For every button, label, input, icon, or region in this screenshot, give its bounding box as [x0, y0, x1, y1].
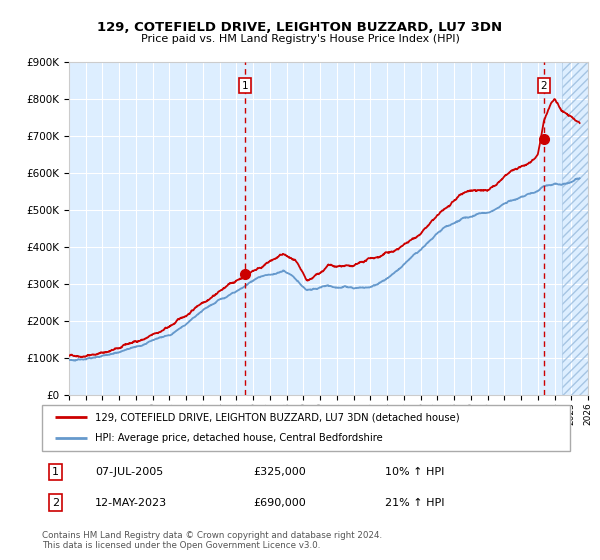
- Text: 07-JUL-2005: 07-JUL-2005: [95, 467, 163, 477]
- Text: 21% ↑ HPI: 21% ↑ HPI: [385, 498, 445, 507]
- Text: HPI: Average price, detached house, Central Bedfordshire: HPI: Average price, detached house, Cent…: [95, 433, 383, 444]
- Text: 2: 2: [541, 81, 547, 91]
- Text: £690,000: £690,000: [253, 498, 306, 507]
- Text: 12-MAY-2023: 12-MAY-2023: [95, 498, 167, 507]
- Text: 129, COTEFIELD DRIVE, LEIGHTON BUZZARD, LU7 3DN (detached house): 129, COTEFIELD DRIVE, LEIGHTON BUZZARD, …: [95, 412, 460, 422]
- Text: 1: 1: [52, 467, 59, 477]
- Text: 10% ↑ HPI: 10% ↑ HPI: [385, 467, 445, 477]
- Text: Contains HM Land Registry data © Crown copyright and database right 2024.
This d: Contains HM Land Registry data © Crown c…: [42, 531, 382, 550]
- FancyBboxPatch shape: [42, 405, 570, 451]
- Text: 1: 1: [242, 81, 248, 91]
- Text: 129, COTEFIELD DRIVE, LEIGHTON BUZZARD, LU7 3DN: 129, COTEFIELD DRIVE, LEIGHTON BUZZARD, …: [97, 21, 503, 34]
- Text: 2: 2: [52, 498, 59, 507]
- Text: £325,000: £325,000: [253, 467, 306, 477]
- Text: Price paid vs. HM Land Registry's House Price Index (HPI): Price paid vs. HM Land Registry's House …: [140, 34, 460, 44]
